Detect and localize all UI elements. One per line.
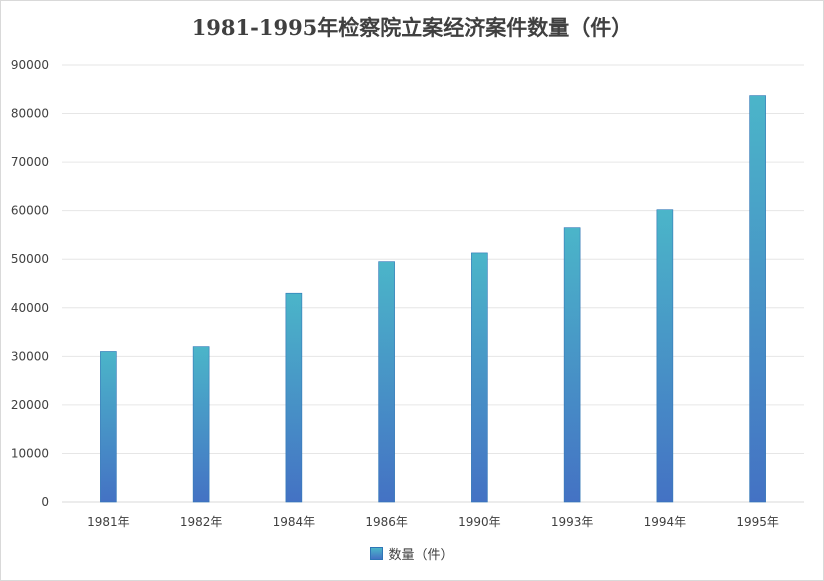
- y-tick-label: 80000: [11, 107, 49, 121]
- legend-swatch: [370, 547, 384, 560]
- y-tick-label: 0: [41, 495, 49, 509]
- bar-1984年: [285, 292, 303, 503]
- x-tick-label: 1986年: [365, 515, 408, 529]
- bar-1995年: [749, 95, 766, 503]
- y-tick-label: 50000: [11, 252, 49, 266]
- y-tick-label: 30000: [11, 349, 49, 363]
- y-tick-label: 60000: [11, 204, 49, 218]
- bar-1986年: [378, 261, 395, 503]
- x-tick-label: 1982年: [180, 515, 223, 529]
- bar-1994年: [656, 209, 674, 503]
- x-tick-label: 1984年: [273, 515, 316, 529]
- bar-1981年: [100, 351, 117, 503]
- legend-label: 数量（件）: [388, 548, 454, 563]
- y-tick-label: 90000: [11, 58, 49, 72]
- y-tick-label: 70000: [11, 155, 49, 169]
- x-tick-label: 1993年: [551, 515, 594, 529]
- x-tick-label: 1990年: [458, 515, 501, 529]
- bar-1990年: [471, 252, 488, 503]
- x-tick-label: 1995年: [736, 515, 779, 529]
- y-tick-label: 20000: [11, 398, 49, 412]
- legend: 数量（件）: [0, 544, 824, 563]
- chart-title: 1981-1995年检察院立案经济案件数量（件）: [191, 15, 633, 40]
- x-axis-ticks: 1981年 1982年 1984年 1986年 1990年 1993年 1994年 1995年: [87, 515, 779, 529]
- bar-1993年: [563, 227, 581, 503]
- gridlines: [62, 64, 804, 503]
- x-tick-label: 1994年: [644, 515, 687, 529]
- x-tick-label: 1981年: [87, 515, 130, 529]
- y-tick-label: 10000: [11, 446, 49, 460]
- bar-1982年: [192, 346, 210, 503]
- y-axis-ticks: 0 10000 20000 30000 40000 50000 60000 70000 8000…: [11, 58, 49, 509]
- bars: [100, 95, 766, 503]
- y-tick-label: 40000: [11, 301, 49, 315]
